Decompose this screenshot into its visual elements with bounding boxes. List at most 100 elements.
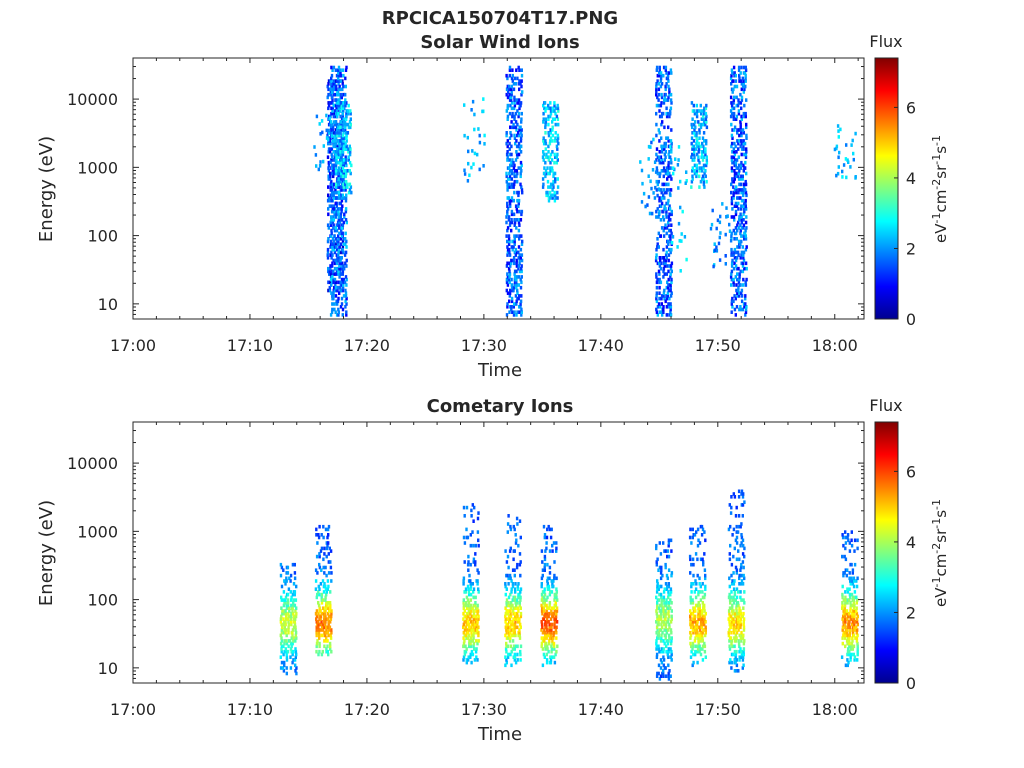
heatmap-cell <box>509 527 513 532</box>
heatmap-cell <box>850 562 853 567</box>
heatmap-cell <box>655 647 658 651</box>
heatmap-cell <box>670 617 673 621</box>
heatmap-cell <box>337 71 340 75</box>
heatmap-cell <box>506 291 510 295</box>
heatmap-cell <box>291 660 294 665</box>
heatmap-cell <box>704 625 707 630</box>
heatmap-cell <box>665 573 669 578</box>
heatmap-cell <box>731 609 734 613</box>
heatmap-cell <box>323 644 326 649</box>
heatmap-cell <box>735 530 738 534</box>
heatmap-cell <box>655 609 658 613</box>
heatmap-cell <box>326 543 329 548</box>
heatmap-cell <box>548 587 551 591</box>
heatmap-cell <box>742 212 745 217</box>
heatmap-cell <box>742 302 746 306</box>
heatmap-cell <box>344 198 348 203</box>
heatmap-cell <box>732 652 735 657</box>
heatmap-cell <box>659 171 662 176</box>
heatmap-cell <box>339 150 342 154</box>
heatmap-cell <box>469 609 473 613</box>
heatmap-cell <box>505 641 508 646</box>
heatmap-cell <box>660 617 663 621</box>
heatmap-cell <box>739 242 742 246</box>
heatmap-cell <box>690 185 693 189</box>
heatmap-cell <box>664 625 667 630</box>
heatmap-cell <box>317 611 320 616</box>
heatmap-cell <box>664 617 667 621</box>
heatmap-cell <box>656 601 659 605</box>
heatmap-cell <box>669 307 672 312</box>
heatmap-cell <box>744 190 748 195</box>
heatmap-cell <box>691 641 695 646</box>
heatmap-cell <box>545 535 549 540</box>
heatmap-cell <box>670 573 673 578</box>
heatmap-cell <box>512 288 515 293</box>
heatmap-cell <box>744 84 747 89</box>
heatmap-cell <box>844 628 848 632</box>
heatmap-cell <box>730 190 733 195</box>
figure-title: RPCICA150704T17.PNG <box>382 8 618 29</box>
heatmap-cell <box>330 231 333 236</box>
heatmap-cell <box>345 283 348 287</box>
heatmap-cell <box>664 155 667 159</box>
heatmap-cell <box>552 174 555 179</box>
heatmap-cell <box>346 111 350 116</box>
colorbar-tick-label: 6 <box>906 98 916 117</box>
heatmap-cell <box>655 560 658 564</box>
heatmap-cell <box>732 587 736 591</box>
heatmap-cell <box>732 527 736 532</box>
heatmap-cell <box>332 207 335 211</box>
heatmap-cell <box>330 131 334 135</box>
heatmap-cell <box>462 606 465 610</box>
heatmap-cell <box>669 218 672 222</box>
heatmap-cell <box>670 212 673 217</box>
heatmap-cell <box>662 620 666 624</box>
heatmap-cell <box>336 266 340 271</box>
heatmap-cell <box>659 258 662 263</box>
heatmap-cell <box>849 614 852 619</box>
heatmap-cell <box>467 633 470 638</box>
heatmap-cell <box>658 606 661 610</box>
heatmap-cell <box>506 84 509 89</box>
heatmap-cell <box>733 171 737 176</box>
heatmap-cell <box>664 628 668 632</box>
heatmap-cell <box>332 269 335 274</box>
heatmap-cell <box>508 310 511 314</box>
heatmap-cell <box>656 237 659 241</box>
heatmap-cell <box>658 139 661 143</box>
heatmap-cell <box>669 590 673 594</box>
heatmap-cell <box>670 231 673 236</box>
heatmap-cell <box>292 603 295 608</box>
heatmap-cell <box>515 261 518 266</box>
heatmap-cell <box>329 590 332 594</box>
heatmap-cell <box>656 614 659 619</box>
heatmap-cell <box>745 98 748 102</box>
heatmap-cell <box>846 658 849 662</box>
heatmap-cell <box>547 150 550 154</box>
heatmap-cell <box>542 617 546 621</box>
heatmap-cell <box>472 641 476 646</box>
heatmap-cell <box>670 609 673 613</box>
heatmap-cell <box>730 283 733 287</box>
heatmap-cell <box>657 215 660 219</box>
heatmap-cell <box>336 152 339 157</box>
heatmap-cell <box>338 79 341 83</box>
heatmap-cell <box>513 587 517 591</box>
heatmap-cell <box>698 576 701 581</box>
heatmap-cell <box>846 590 850 594</box>
heatmap-cell <box>541 625 544 630</box>
heatmap-cell <box>696 644 699 649</box>
heatmap-cell <box>513 275 517 279</box>
heatmap-cell <box>737 109 741 113</box>
heatmap-cell <box>346 169 349 173</box>
heatmap-cell <box>327 87 330 92</box>
heatmap-cell <box>543 622 547 627</box>
heatmap-cell <box>518 562 522 567</box>
heatmap-cell <box>336 220 340 225</box>
heatmap-cell <box>664 603 668 608</box>
heatmap-cell <box>345 296 348 301</box>
heatmap-cell <box>341 133 345 138</box>
heatmap-cell <box>478 140 482 145</box>
heatmap-cell <box>700 155 703 159</box>
